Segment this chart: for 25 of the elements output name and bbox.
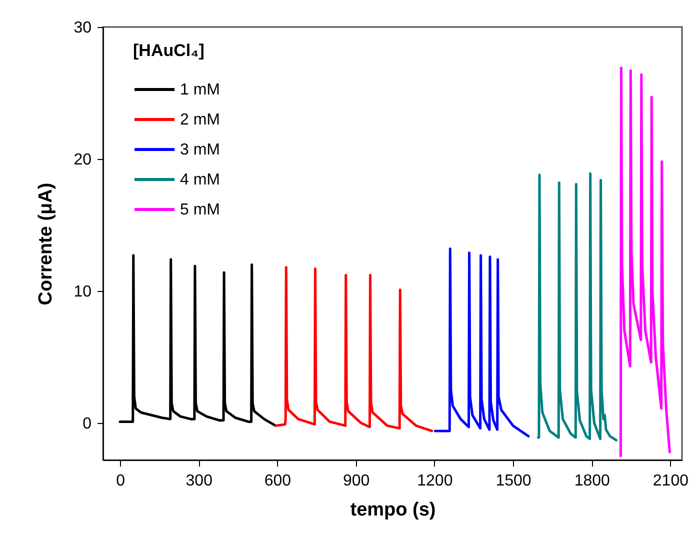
y-tick-label: 30 [74,20,92,36]
line-series [118,254,277,427]
x-axis-title: tempo (s) [350,500,436,520]
x-tick-label: 1500 [496,472,532,490]
legend-label: 4 mM [180,172,220,188]
legend-label: 1 mM [180,82,220,98]
legend-label: 2 mM [180,112,220,128]
line-series [536,172,618,442]
line-series [619,66,671,458]
line-series [434,248,530,438]
legend-label: 3 mM [180,142,220,158]
y-tick-label: 10 [74,284,92,301]
line-series [274,266,434,432]
y-tick-label: 20 [74,152,92,169]
legend-title: [HAuCl₄] [133,41,204,60]
x-tick-label: 900 [342,472,370,490]
x-tick-label: 300 [186,472,213,490]
x-tick-label: 0 [116,472,126,490]
x-tick-label: 1800 [574,472,610,490]
y-tick-label: 0 [82,416,92,433]
x-tick-label: 1200 [417,472,453,490]
y-axis-title: Corrente (μA) [36,182,57,306]
x-tick-label: 2100 [652,472,689,490]
legend-label: 5 mM [180,202,220,218]
x-tick-label: 600 [264,472,292,490]
